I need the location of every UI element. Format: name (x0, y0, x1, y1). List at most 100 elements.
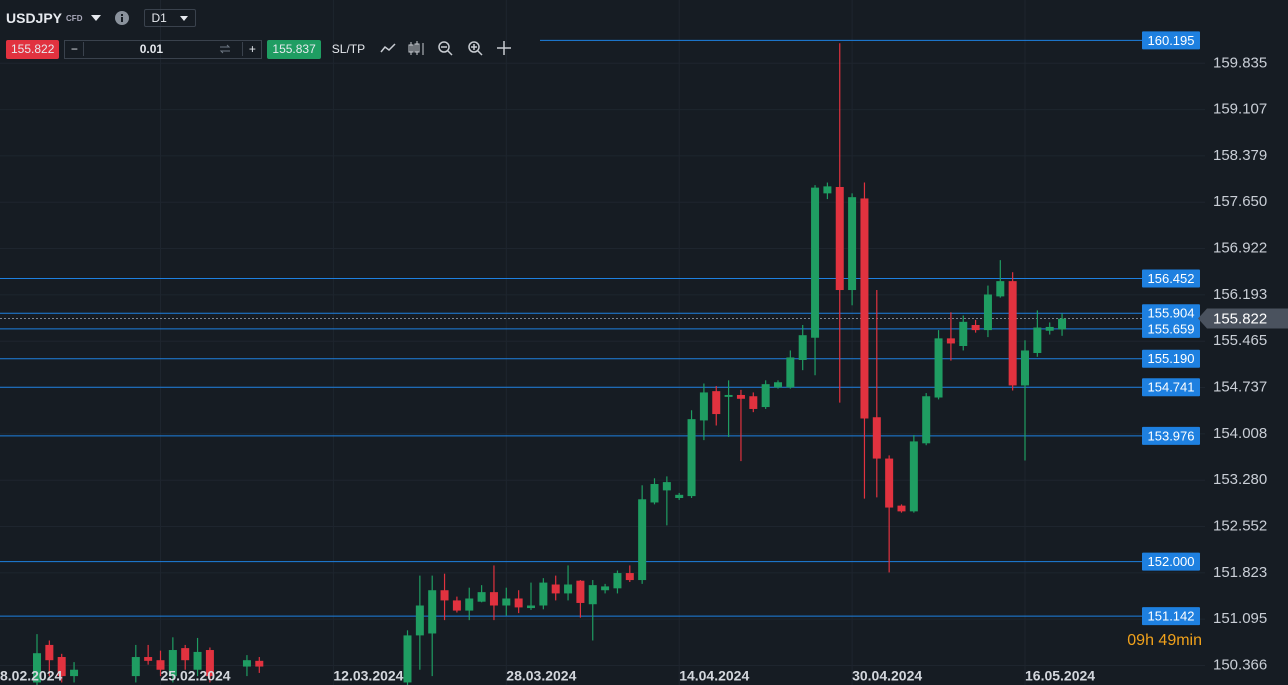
candle-body (144, 657, 153, 661)
candle-body (909, 441, 918, 512)
current-price-tag (1198, 308, 1288, 329)
chart-tools (380, 41, 512, 56)
symbol[interactable]: USDJPY (6, 10, 63, 26)
lot-input[interactable]: − 0.01 + (64, 39, 263, 59)
candle-body (786, 357, 795, 388)
price-level-label: 155.659 (1148, 321, 1195, 336)
y-tick-label: 151.095 (1213, 610, 1267, 627)
candle-body (465, 598, 474, 611)
candle-body (255, 660, 264, 667)
candle-body (1008, 281, 1017, 386)
pan-tool[interactable] (497, 41, 512, 55)
price-level-label: 156.452 (1148, 271, 1195, 286)
candle-body (131, 657, 140, 677)
y-tick-label: 150.366 (1213, 657, 1267, 674)
swap-icon[interactable] (218, 43, 232, 55)
price-level-tag (1142, 349, 1200, 368)
candle-body (736, 394, 745, 399)
lot-value: 0.01 (139, 42, 164, 56)
candle-body (57, 657, 66, 677)
timeframe: D1 (151, 11, 167, 25)
candle-body (860, 198, 869, 419)
timeframe-arrow (180, 16, 189, 21)
candle-body (798, 335, 807, 360)
candle-body (983, 294, 992, 331)
candle-body (489, 592, 498, 606)
candle-body (527, 605, 535, 609)
buy-button[interactable]: 155.837 (267, 39, 321, 59)
price-level-tag (1142, 31, 1200, 50)
y-tick-label: 157.650 (1213, 193, 1267, 210)
price-level-label: 154.741 (1148, 380, 1195, 395)
x-tick-label: 16.05.2024 (1025, 668, 1095, 684)
price-level-tag (1142, 426, 1200, 445)
price-level-tag (1142, 304, 1200, 323)
candle-body (650, 484, 659, 503)
candle-body (749, 396, 758, 409)
candle-body (601, 586, 610, 591)
zoom-in-tool[interactable] (468, 41, 483, 56)
trade-bar: 155.822 − 0.01 + 155.837 SL/TP (6, 39, 529, 59)
y-tick-label: 153.280 (1213, 471, 1267, 488)
price-level-label: 155.904 (1148, 306, 1195, 321)
candle-body (1058, 318, 1067, 330)
candle-body (415, 605, 424, 636)
candle-body (576, 580, 585, 603)
x-tick-label: 8.02.2024 (0, 668, 62, 684)
candle-body (477, 592, 486, 602)
y-tick-label: 151.823 (1213, 564, 1267, 581)
y-tick-label: 152.552 (1213, 517, 1267, 534)
lot-decrease[interactable]: − (65, 42, 85, 56)
price-level-label: 151.142 (1148, 609, 1195, 624)
sltp-button[interactable]: SL/TP (331, 42, 366, 56)
candle-body (551, 584, 560, 594)
candle-body (872, 417, 881, 459)
candle-body (934, 338, 943, 398)
lot-increase[interactable]: + (242, 42, 261, 56)
candle-body (45, 644, 54, 661)
candle-body (33, 653, 41, 683)
candle-body (971, 325, 980, 331)
candle-body (699, 392, 708, 421)
candle-body (193, 651, 202, 670)
y-tick-label: 154.008 (1213, 425, 1267, 442)
candle-body (625, 573, 634, 581)
bar-timer: 09h 49min (1127, 632, 1202, 649)
candle-body (181, 648, 190, 661)
candle-layer (33, 43, 1067, 685)
sell-button[interactable]: 155.822 (6, 39, 60, 59)
candle-body (428, 590, 437, 634)
price-level-tag (1142, 378, 1200, 397)
candle-body (242, 660, 251, 667)
candle-body (502, 598, 511, 606)
line-chart-tool[interactable] (380, 43, 396, 53)
candle-body (761, 384, 770, 408)
timeframe-select[interactable]: D1 (144, 9, 197, 27)
y-tick-label: 156.193 (1213, 286, 1267, 303)
price-level-label: 155.190 (1148, 351, 1195, 366)
candle-body (811, 187, 820, 338)
instrument-type: CFD (66, 13, 83, 23)
candle-chart-tool[interactable] (408, 41, 424, 55)
info-icon[interactable] (114, 10, 130, 26)
candle-body (724, 394, 733, 397)
zoom-out-tool[interactable] (438, 41, 453, 56)
candle-body (613, 573, 622, 589)
y-tick-label: 156.922 (1213, 240, 1267, 257)
grid-layer (0, 0, 1205, 685)
candle-body (168, 650, 177, 677)
y-tick-label: 155.465 (1213, 332, 1267, 349)
y-tick-label: 154.737 (1213, 378, 1267, 395)
candle-body (687, 419, 696, 497)
x-tick-label: 25.02.2024 (161, 668, 231, 684)
symbol-dropdown[interactable] (90, 13, 102, 23)
x-tick-label: 30.04.2024 (852, 668, 922, 684)
price-level-label: 152.000 (1148, 554, 1195, 569)
candle-body (564, 584, 573, 594)
candle-body (885, 458, 894, 508)
candle-body (539, 582, 548, 606)
candle-body (675, 494, 684, 499)
candle-body (70, 669, 79, 677)
